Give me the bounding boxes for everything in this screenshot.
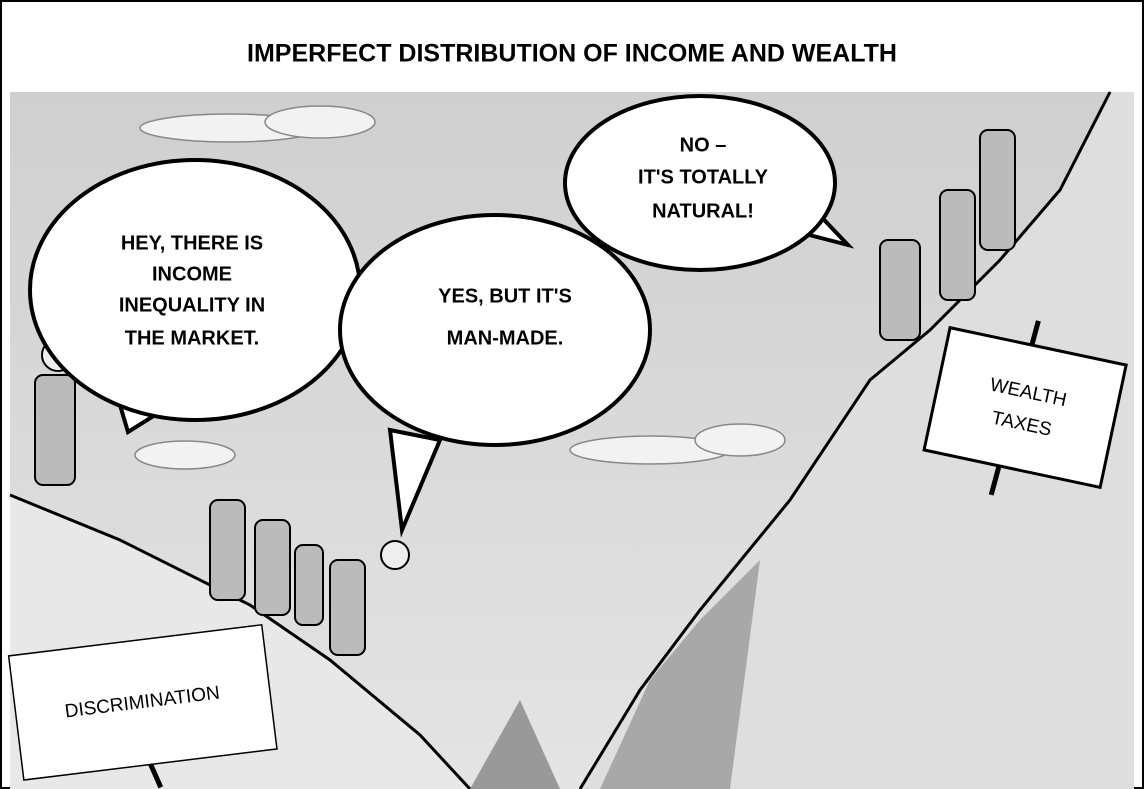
- speech-bubble: [563, 94, 837, 272]
- left-edge: [9, 493, 472, 789]
- bubble-line: YES, BUT IT'S: [438, 285, 572, 307]
- bubble-line: THE MARKET.: [125, 327, 259, 349]
- sign: WEALTH TAXES: [922, 320, 1128, 496]
- speech-bubble: [28, 158, 362, 422]
- bubble-line: NATURAL!: [652, 200, 754, 222]
- bubble-line: HEY, THERE IS: [121, 232, 263, 254]
- bubble-line: IT'S TOTALLY: [638, 166, 769, 188]
- cliff-face: [600, 560, 760, 789]
- sign: DISCRIMINATION: [7, 624, 278, 789]
- bubble-line: INCOME: [152, 263, 232, 285]
- figures: [34, 129, 1016, 656]
- clouds: [134, 105, 786, 470]
- speech-bubble: [338, 213, 652, 447]
- bubble-tail: [387, 427, 443, 538]
- bubble-line: MAN-MADE.: [447, 327, 564, 349]
- speech-bubbles: [28, 94, 855, 538]
- chasm: [470, 700, 560, 789]
- bubble-line: NO –: [680, 134, 727, 156]
- title: IMPERFECT DISTRIBUTION OF INCOME AND WEA…: [247, 40, 897, 68]
- bubble-line: INEQUALITY IN: [119, 294, 265, 316]
- right-edge: [578, 91, 1112, 789]
- bubble-texts: HEY, THERE IS INCOME INEQUALITY IN THE M…: [119, 134, 769, 349]
